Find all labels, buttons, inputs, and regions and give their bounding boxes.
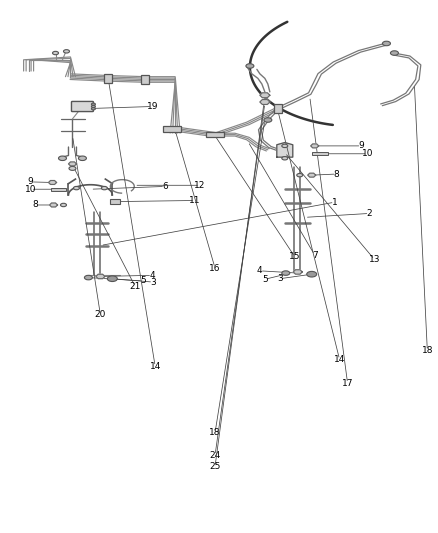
- Text: 11: 11: [189, 196, 201, 205]
- Bar: [141, 75, 149, 84]
- Text: 18: 18: [209, 429, 221, 438]
- Circle shape: [282, 144, 288, 148]
- Text: 4: 4: [149, 271, 155, 280]
- Text: 1: 1: [332, 198, 338, 207]
- Bar: [274, 104, 282, 113]
- Polygon shape: [49, 203, 57, 207]
- Polygon shape: [260, 93, 270, 98]
- Text: 17: 17: [342, 379, 353, 388]
- Circle shape: [107, 276, 117, 281]
- Circle shape: [307, 271, 317, 277]
- Polygon shape: [277, 142, 293, 157]
- Text: 20: 20: [95, 310, 106, 319]
- Bar: [312, 152, 328, 156]
- Polygon shape: [96, 274, 105, 279]
- Text: 8: 8: [33, 200, 39, 209]
- Text: 14: 14: [149, 362, 161, 371]
- Text: 16: 16: [209, 263, 221, 272]
- Text: 12: 12: [194, 181, 206, 190]
- Polygon shape: [293, 270, 302, 274]
- Polygon shape: [68, 162, 77, 166]
- Text: 9: 9: [359, 141, 364, 150]
- Circle shape: [53, 51, 59, 55]
- Circle shape: [101, 187, 107, 190]
- Circle shape: [74, 187, 79, 190]
- Polygon shape: [49, 181, 57, 184]
- Circle shape: [264, 118, 272, 122]
- Bar: [110, 199, 120, 204]
- Circle shape: [92, 103, 95, 106]
- Bar: [50, 188, 67, 191]
- Text: 5: 5: [262, 275, 268, 284]
- Text: 9: 9: [28, 177, 33, 187]
- Circle shape: [85, 276, 92, 280]
- Bar: [163, 126, 181, 132]
- Text: 25: 25: [209, 462, 221, 471]
- Polygon shape: [260, 100, 270, 104]
- Bar: [104, 74, 112, 83]
- Text: 4: 4: [257, 266, 263, 276]
- Circle shape: [64, 50, 70, 53]
- FancyBboxPatch shape: [71, 101, 93, 111]
- Polygon shape: [308, 173, 316, 177]
- Text: 8: 8: [334, 169, 339, 179]
- Circle shape: [282, 271, 290, 276]
- Text: 3: 3: [277, 274, 283, 283]
- Text: 19: 19: [146, 102, 158, 111]
- Circle shape: [60, 203, 67, 207]
- Text: 18: 18: [422, 346, 433, 355]
- Circle shape: [69, 166, 76, 171]
- Circle shape: [246, 64, 254, 68]
- Text: 14: 14: [334, 356, 345, 364]
- Text: 10: 10: [362, 149, 373, 158]
- Circle shape: [390, 51, 399, 55]
- Circle shape: [78, 156, 86, 160]
- Circle shape: [92, 106, 95, 108]
- Text: 6: 6: [162, 182, 168, 191]
- Text: 24: 24: [209, 451, 221, 460]
- Text: 15: 15: [289, 252, 300, 261]
- Polygon shape: [311, 144, 319, 148]
- Text: 3: 3: [150, 278, 156, 287]
- Text: 7: 7: [312, 251, 318, 260]
- Text: 2: 2: [367, 209, 372, 218]
- Circle shape: [59, 156, 67, 160]
- Text: 5: 5: [140, 277, 146, 286]
- Text: 13: 13: [369, 255, 380, 264]
- Text: 21: 21: [130, 282, 141, 291]
- Bar: [206, 132, 224, 137]
- Circle shape: [382, 41, 390, 46]
- Circle shape: [297, 173, 303, 177]
- Circle shape: [282, 157, 288, 160]
- Text: 10: 10: [25, 185, 36, 193]
- Circle shape: [92, 108, 95, 110]
